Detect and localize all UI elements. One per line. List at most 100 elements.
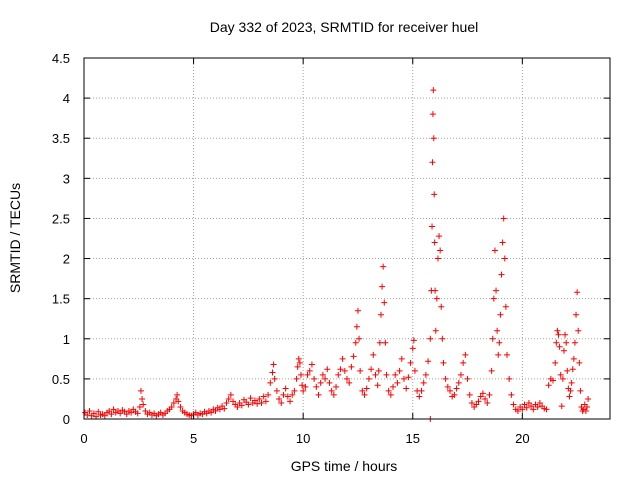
- data-point: [508, 391, 515, 398]
- data-point: [106, 407, 113, 414]
- data-point: [502, 303, 509, 310]
- data-point: [234, 403, 241, 410]
- data-point: [405, 374, 412, 381]
- data-point: [425, 358, 432, 365]
- data-point: [543, 406, 550, 413]
- data-point: [556, 343, 563, 350]
- data-point: [521, 401, 528, 408]
- data-point: [335, 371, 342, 378]
- data-point: [225, 395, 232, 402]
- data-point: [339, 355, 346, 362]
- data-point: [493, 287, 500, 294]
- data-point: [95, 408, 102, 415]
- data-point: [439, 335, 446, 342]
- data-point: [328, 387, 335, 394]
- data-point: [564, 367, 571, 374]
- data-point: [569, 366, 576, 373]
- data-point: [289, 391, 296, 398]
- data-point: [430, 87, 437, 94]
- data-point: [294, 363, 301, 370]
- data-point: [282, 385, 289, 392]
- data-point: [557, 371, 564, 378]
- data-point: [376, 339, 383, 346]
- data-point: [258, 399, 265, 406]
- x-tick-label: 0: [80, 431, 87, 446]
- data-point: [137, 387, 144, 394]
- data-point: [501, 255, 508, 262]
- x-tick-label: 5: [190, 431, 197, 446]
- data-point: [363, 385, 370, 392]
- data-point: [101, 412, 108, 419]
- data-point: [431, 191, 438, 198]
- data-point: [429, 159, 436, 166]
- data-point: [510, 401, 517, 408]
- data-point: [270, 361, 277, 368]
- data-point: [523, 404, 530, 411]
- data-point: [317, 379, 324, 386]
- data-point: [365, 375, 372, 382]
- data-point: [372, 371, 379, 378]
- data-point: [479, 390, 486, 397]
- data-point: [302, 383, 309, 390]
- data-point: [432, 327, 439, 334]
- data-point: [212, 407, 219, 414]
- data-point: [230, 398, 237, 405]
- data-point: [503, 351, 510, 358]
- data-point: [396, 367, 403, 374]
- data-point: [427, 335, 434, 342]
- data-point: [379, 283, 386, 290]
- data-point: [486, 391, 493, 398]
- data-point: [390, 383, 397, 390]
- data-point: [466, 391, 473, 398]
- data-point: [488, 367, 495, 374]
- data-point: [407, 359, 414, 366]
- data-point: [223, 399, 230, 406]
- data-point: [295, 355, 302, 362]
- data-point: [260, 393, 267, 400]
- x-axis-label: GPS time / hours: [291, 458, 398, 474]
- data-point: [477, 393, 484, 400]
- data-point: [123, 411, 130, 418]
- data-point: [306, 367, 313, 374]
- data-point: [304, 371, 311, 378]
- data-point: [324, 366, 331, 373]
- data-point: [585, 395, 592, 402]
- data-point: [420, 379, 427, 386]
- data-point: [267, 379, 274, 386]
- data-point: [296, 359, 303, 366]
- data-point: [247, 395, 254, 402]
- x-tick-label: 10: [296, 431, 310, 446]
- data-point: [403, 385, 410, 392]
- data-point: [256, 395, 263, 402]
- data-point: [464, 375, 471, 382]
- data-point: [500, 215, 507, 222]
- data-point: [444, 383, 451, 390]
- x-tick-label: 20: [515, 431, 529, 446]
- data-point: [293, 375, 300, 382]
- data-point: [221, 405, 228, 412]
- data-point: [440, 359, 447, 366]
- data-point: [552, 359, 559, 366]
- data-point: [382, 339, 389, 346]
- data-point: [416, 393, 423, 400]
- data-point: [571, 339, 578, 346]
- data-point: [490, 295, 497, 302]
- data-point: [284, 393, 291, 400]
- data-point: [398, 355, 405, 362]
- data-point: [437, 247, 444, 254]
- data-point: [361, 391, 368, 398]
- data-point: [433, 295, 440, 302]
- data-points: [82, 87, 592, 422]
- y-tick-label: 3.5: [52, 131, 70, 146]
- data-point: [475, 398, 482, 405]
- data-point: [519, 406, 526, 413]
- data-point: [174, 391, 181, 398]
- data-point: [499, 239, 506, 246]
- data-point: [536, 399, 543, 406]
- data-point: [280, 391, 287, 398]
- data-point: [534, 403, 541, 410]
- data-point: [315, 391, 322, 398]
- data-point: [359, 387, 366, 394]
- data-point: [262, 398, 269, 405]
